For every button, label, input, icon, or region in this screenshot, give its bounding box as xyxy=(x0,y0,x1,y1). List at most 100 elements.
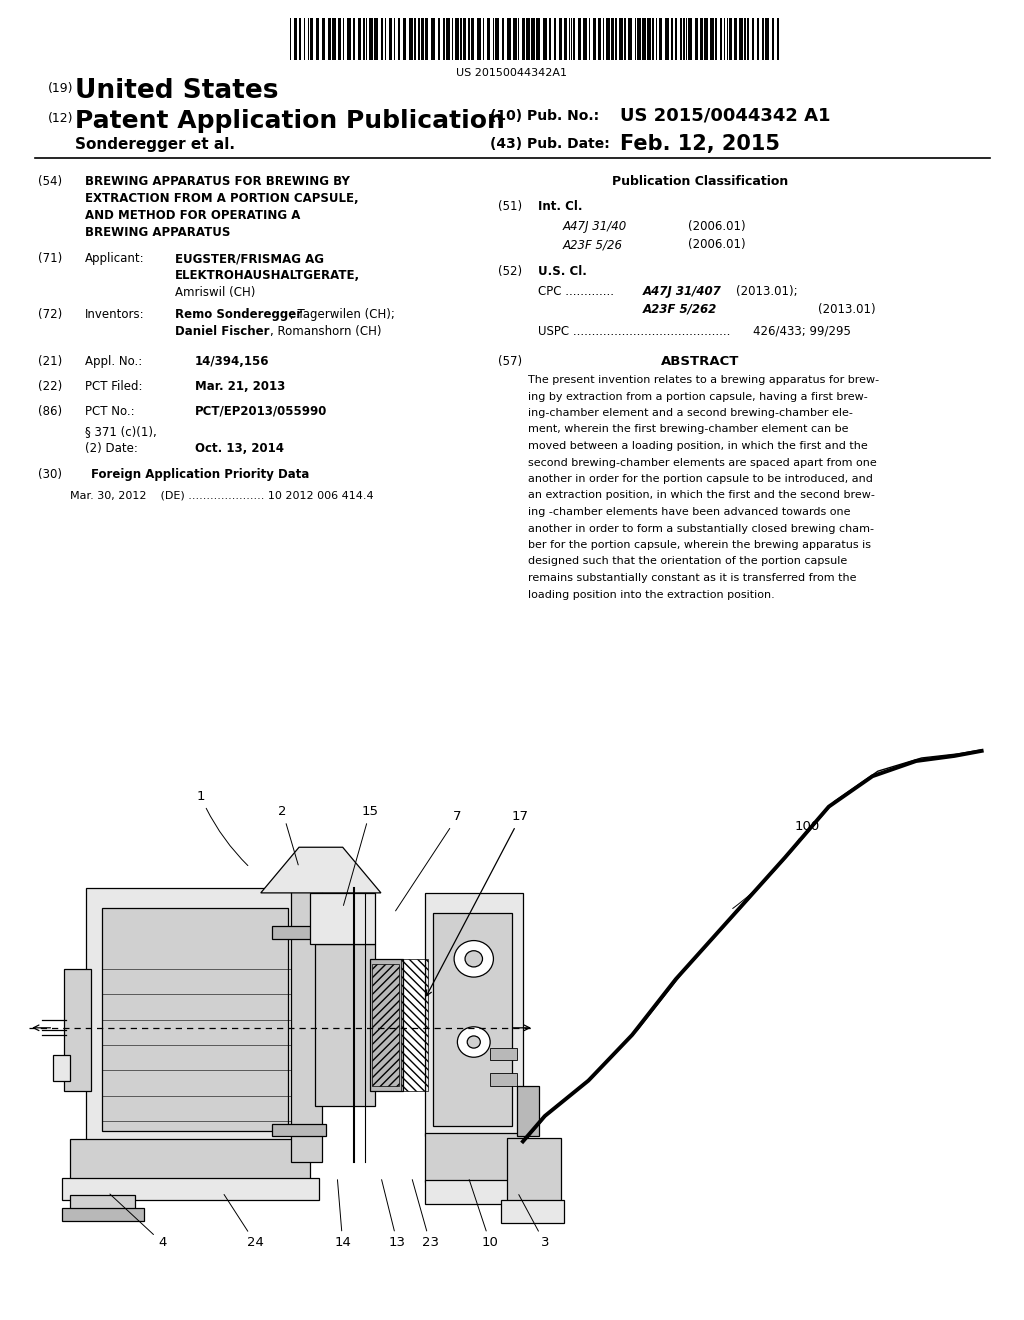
Text: (2006.01): (2006.01) xyxy=(688,238,745,251)
Bar xyxy=(322,18,325,59)
Bar xyxy=(583,18,587,59)
Bar xyxy=(332,18,336,59)
Text: AND METHOD FOR OPERATING A: AND METHOD FOR OPERATING A xyxy=(85,209,300,222)
Text: ing -chamber elements have been advanced towards one: ing -chamber elements have been advanced… xyxy=(528,507,851,517)
Bar xyxy=(647,18,651,59)
Bar xyxy=(455,18,459,59)
Bar xyxy=(615,18,617,59)
Text: (2013.01);: (2013.01); xyxy=(736,285,802,298)
Text: A23F 5/262: A23F 5/262 xyxy=(643,304,717,315)
Text: (86): (86) xyxy=(38,405,62,418)
Bar xyxy=(618,18,623,59)
Text: (2006.01): (2006.01) xyxy=(688,220,745,234)
Text: U.S. Cl.: U.S. Cl. xyxy=(538,265,587,279)
Bar xyxy=(53,1055,70,1081)
Text: (12): (12) xyxy=(48,112,74,125)
Bar xyxy=(554,18,556,59)
Text: Applicant:: Applicant: xyxy=(85,252,144,265)
Circle shape xyxy=(458,1027,490,1057)
Text: designed such that the orientation of the portion capsule: designed such that the orientation of th… xyxy=(528,557,847,566)
Bar xyxy=(468,18,470,59)
Text: Foreign Application Priority Data: Foreign Application Priority Data xyxy=(91,469,309,480)
Bar xyxy=(507,1138,561,1204)
Bar xyxy=(328,18,331,59)
Text: ing-chamber element and a second brewing-chamber ele-: ing-chamber element and a second brewing… xyxy=(528,408,853,418)
Bar xyxy=(369,18,373,59)
Bar xyxy=(102,908,288,1131)
Bar xyxy=(573,18,575,59)
Text: EUGSTER/FRISMAG AG: EUGSTER/FRISMAG AG xyxy=(175,252,324,265)
Text: Oct. 13, 2014: Oct. 13, 2014 xyxy=(195,442,284,455)
Bar xyxy=(271,927,327,939)
Text: Mar. 30, 2012    (DE) ..................... 10 2012 006 414.4: Mar. 30, 2012 (DE) .....................… xyxy=(70,490,374,500)
Bar xyxy=(292,858,322,1162)
Text: 13: 13 xyxy=(382,1180,406,1249)
Bar xyxy=(680,18,682,59)
Bar xyxy=(606,18,610,59)
Text: 14/394,156: 14/394,156 xyxy=(195,355,269,368)
Bar xyxy=(62,1177,318,1200)
Text: (54): (54) xyxy=(38,176,62,187)
Text: United States: United States xyxy=(75,78,279,104)
Bar xyxy=(374,18,378,59)
Bar xyxy=(729,18,732,59)
Bar xyxy=(353,18,355,59)
Bar xyxy=(389,18,392,59)
Bar xyxy=(294,18,297,59)
Text: ing by extraction from a portion capsule, having a first brew-: ing by extraction from a portion capsule… xyxy=(528,392,867,401)
Bar xyxy=(517,1085,540,1137)
Text: 15: 15 xyxy=(343,805,379,906)
Bar xyxy=(425,1134,528,1181)
Bar xyxy=(362,18,365,59)
Bar xyxy=(431,18,435,59)
Bar xyxy=(381,18,383,59)
Bar xyxy=(762,18,764,59)
Text: ber for the portion capsule, wherein the brewing apparatus is: ber for the portion capsule, wherein the… xyxy=(528,540,871,550)
Text: 7: 7 xyxy=(395,810,462,911)
Text: Feb. 12, 2015: Feb. 12, 2015 xyxy=(620,135,780,154)
Bar xyxy=(316,18,319,59)
Bar xyxy=(502,18,504,59)
Text: 14: 14 xyxy=(334,1180,351,1249)
Bar xyxy=(86,888,304,1142)
Bar xyxy=(446,18,450,59)
Text: (19): (19) xyxy=(48,82,74,95)
Text: (2013.01): (2013.01) xyxy=(818,304,876,315)
Text: (30): (30) xyxy=(38,469,62,480)
Bar xyxy=(710,18,714,59)
Bar xyxy=(688,18,692,59)
Text: (57): (57) xyxy=(498,355,522,368)
Bar xyxy=(347,18,351,59)
Text: (10) Pub. No.:: (10) Pub. No.: xyxy=(490,110,599,123)
Text: PCT Filed:: PCT Filed: xyxy=(85,380,142,393)
Bar xyxy=(720,18,722,59)
Bar xyxy=(463,18,466,59)
Bar xyxy=(65,969,91,1090)
Bar xyxy=(400,958,428,1090)
Text: 3: 3 xyxy=(519,1195,549,1249)
Text: CPC .............: CPC ............. xyxy=(538,285,614,298)
Text: 426/433; 99/295: 426/433; 99/295 xyxy=(753,325,851,338)
Bar xyxy=(765,18,769,59)
Bar xyxy=(372,964,399,1085)
Polygon shape xyxy=(261,847,381,892)
Bar xyxy=(418,18,420,59)
Bar xyxy=(62,1208,144,1221)
Bar xyxy=(70,1195,135,1210)
Text: Appl. No.:: Appl. No.: xyxy=(85,355,142,368)
Bar xyxy=(70,1139,310,1181)
Text: Patent Application Publication: Patent Application Publication xyxy=(75,110,505,133)
Text: A47J 31/40: A47J 31/40 xyxy=(563,220,628,234)
Text: 100: 100 xyxy=(733,821,819,908)
Text: A47J 31/407: A47J 31/407 xyxy=(643,285,722,298)
Bar xyxy=(695,18,698,59)
Bar xyxy=(531,18,535,59)
Text: 17: 17 xyxy=(427,810,529,995)
Bar xyxy=(421,18,424,59)
Bar xyxy=(310,18,313,59)
Bar xyxy=(700,18,703,59)
Bar xyxy=(578,18,581,59)
Bar xyxy=(358,18,361,59)
Circle shape xyxy=(454,941,494,977)
Text: USPC ..........................................: USPC ...................................… xyxy=(538,325,730,338)
